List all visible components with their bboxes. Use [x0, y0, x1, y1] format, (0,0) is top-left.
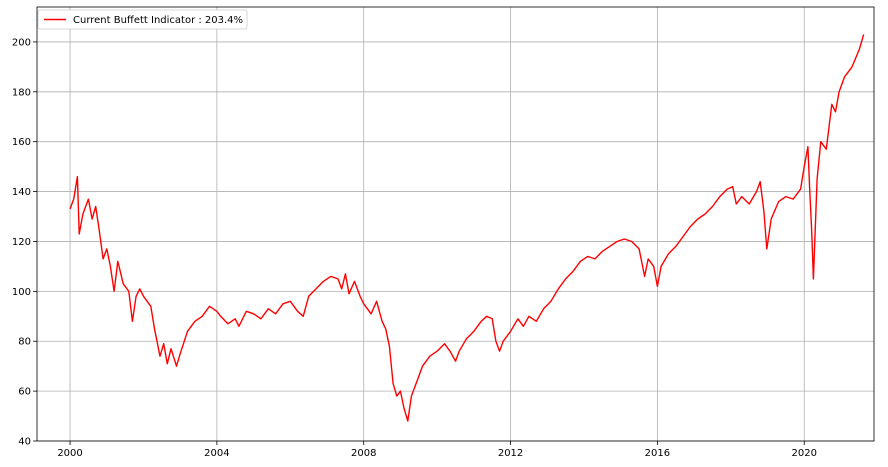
x-tick-label: 2020	[792, 448, 817, 459]
y-tick-label: 200	[12, 37, 31, 48]
legend: Current Buffett Indicator : 203.4%	[37, 9, 248, 30]
x-tick-label: 2000	[57, 448, 82, 459]
x-tick-label: 2008	[351, 448, 376, 459]
plot-frame	[36, 6, 875, 442]
series-layer	[69, 34, 865, 422]
y-tick-label: 140	[12, 187, 31, 198]
y-tick-label: 180	[12, 87, 31, 98]
axis-ticks: 2000 2004 2008 2012 2016 2020 40 60 80 100 120 140 1…	[12, 37, 817, 459]
x-tick-label: 2012	[498, 448, 523, 459]
y-tick-label: 120	[12, 237, 31, 248]
gridlines	[37, 7, 874, 442]
x-tick-label: 2016	[645, 448, 670, 459]
x-tick-label: 2004	[204, 448, 229, 459]
series-line-buffett-indicator	[69, 34, 865, 422]
y-tick-label: 60	[18, 387, 31, 398]
y-tick-label: 160	[12, 137, 31, 148]
y-tick-label: 80	[18, 337, 31, 348]
legend-label: Current Buffett Indicator : 203.4%	[73, 15, 243, 26]
y-tick-label: 40	[18, 437, 31, 448]
legend-box	[37, 9, 248, 30]
y-tick-label: 100	[12, 287, 31, 298]
